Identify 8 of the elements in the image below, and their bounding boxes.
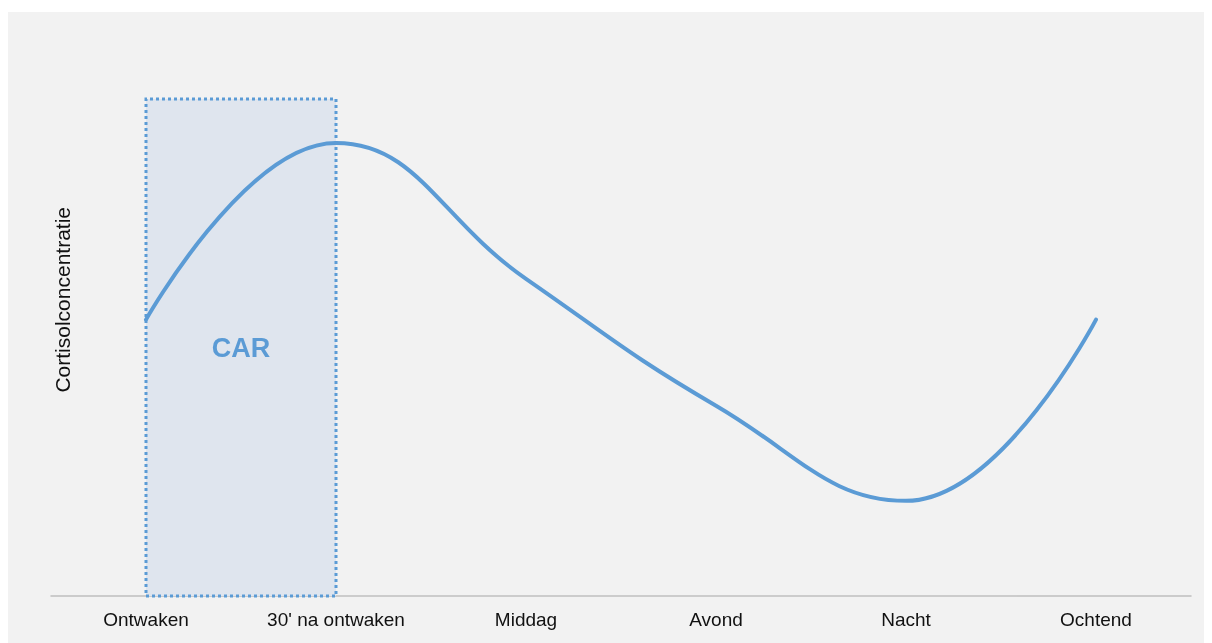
y-axis-title: Cortisolconcentratie	[51, 206, 74, 393]
x-tick-label: 30' na ontwaken	[267, 609, 405, 630]
x-tick-label: Middag	[494, 609, 558, 630]
x-tick-label: Avond	[689, 609, 743, 630]
x-tick-label: Ochtend	[1060, 609, 1132, 630]
x-tick-label: Ontwaken	[103, 609, 189, 630]
band-label: CAR	[211, 332, 271, 363]
x-tick-label: Nacht	[881, 609, 932, 630]
